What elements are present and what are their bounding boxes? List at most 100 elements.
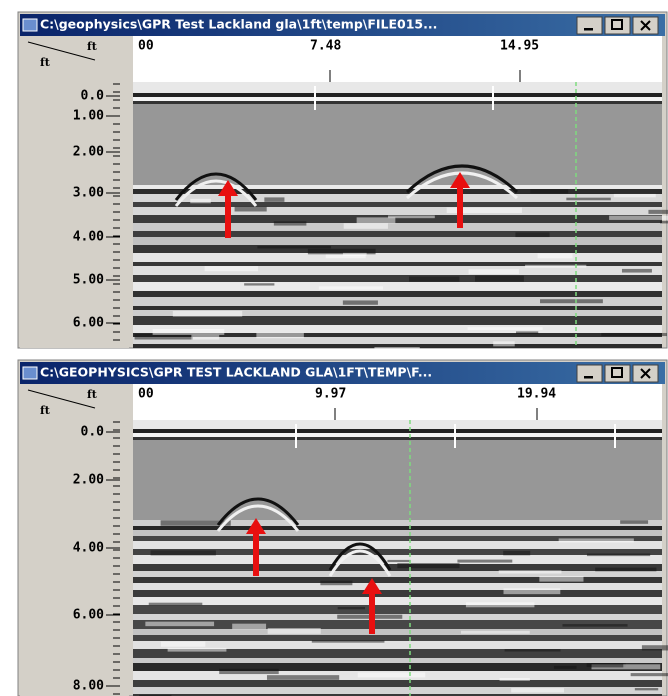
reflector-band bbox=[133, 555, 662, 564]
noise bbox=[631, 673, 668, 676]
noise bbox=[267, 675, 339, 680]
noise bbox=[516, 331, 538, 334]
y-tick-label: 2.00 bbox=[73, 473, 104, 488]
noise bbox=[190, 199, 211, 203]
reflector-band bbox=[133, 291, 662, 297]
noise bbox=[388, 216, 435, 219]
radargram bbox=[133, 420, 668, 696]
noise bbox=[587, 553, 650, 556]
noise bbox=[540, 299, 603, 303]
reflector-band bbox=[133, 237, 662, 245]
noise bbox=[343, 300, 378, 304]
y-tick-label: 4.00 bbox=[73, 230, 104, 245]
reflector-band bbox=[133, 663, 662, 671]
noise bbox=[244, 283, 274, 285]
noise bbox=[493, 341, 515, 346]
noise bbox=[457, 560, 512, 563]
top-ruler bbox=[133, 384, 662, 420]
noise bbox=[205, 266, 258, 271]
x-tick-label: 9.97 bbox=[315, 387, 346, 402]
reflector-band bbox=[133, 605, 662, 614]
noise bbox=[257, 246, 331, 248]
reflector-band bbox=[133, 635, 662, 641]
direct-wave-dark bbox=[133, 429, 662, 433]
app-icon bbox=[23, 19, 37, 31]
noise bbox=[374, 347, 419, 352]
reflector-band bbox=[133, 590, 662, 597]
noise bbox=[601, 333, 667, 336]
reflector-band bbox=[133, 185, 662, 189]
noise bbox=[145, 622, 214, 627]
noise bbox=[554, 666, 577, 669]
noise bbox=[344, 223, 388, 229]
y-tick-label: 0.0 bbox=[81, 425, 105, 440]
x-tick-label: 7.48 bbox=[310, 39, 341, 54]
noise bbox=[219, 669, 279, 674]
noise bbox=[559, 538, 634, 542]
noise bbox=[622, 269, 652, 273]
window-title: C:\geophysics\GPR Test Lackland gla\1ft\… bbox=[40, 17, 437, 32]
noise bbox=[264, 197, 284, 201]
noise bbox=[635, 688, 658, 690]
reflector-band bbox=[133, 223, 662, 231]
min-button[interactable] bbox=[577, 17, 602, 34]
noise bbox=[505, 649, 561, 651]
reflector-band bbox=[133, 641, 662, 649]
noise bbox=[153, 329, 225, 335]
y-tick-label: 6.00 bbox=[73, 316, 104, 331]
noise bbox=[191, 335, 219, 340]
reflector-band bbox=[133, 687, 662, 694]
noise bbox=[511, 688, 564, 692]
noise bbox=[320, 581, 352, 586]
noise bbox=[499, 570, 562, 573]
reflector-band bbox=[133, 583, 662, 590]
reflector-band bbox=[133, 629, 662, 635]
reflector-band bbox=[133, 680, 662, 687]
noise bbox=[466, 602, 534, 607]
noise bbox=[173, 311, 242, 317]
reflector-band bbox=[133, 530, 662, 536]
x-tick-label: 00 bbox=[138, 387, 154, 402]
min-glyph bbox=[584, 28, 593, 31]
screenshot: C:\geophysics\GPR Test Lackland gla\1ft\… bbox=[0, 0, 668, 696]
reflector-band bbox=[133, 658, 662, 663]
reflector-band bbox=[133, 275, 662, 282]
direct-wave-light bbox=[133, 97, 662, 101]
y-tick-label: 8.00 bbox=[73, 679, 104, 694]
noise bbox=[562, 624, 627, 627]
min-button[interactable] bbox=[577, 365, 602, 382]
min-glyph bbox=[584, 376, 593, 379]
x-tick-label: 19.94 bbox=[517, 387, 556, 402]
corner-unit-left: ft bbox=[40, 404, 51, 417]
noise bbox=[539, 576, 583, 582]
noise bbox=[168, 648, 227, 652]
shallow-zone bbox=[133, 440, 662, 520]
noise bbox=[469, 269, 519, 274]
y-tick-label: 2.00 bbox=[73, 145, 104, 160]
x-tick-label: 00 bbox=[138, 39, 154, 54]
y-tick-label: 6.00 bbox=[73, 608, 104, 623]
noise bbox=[343, 253, 367, 256]
direct-wave-light bbox=[133, 433, 662, 437]
noise bbox=[503, 551, 530, 556]
direct-wave-dark bbox=[133, 437, 662, 440]
noise bbox=[461, 631, 530, 634]
noise bbox=[397, 563, 459, 568]
noise bbox=[504, 588, 561, 594]
noise bbox=[642, 645, 668, 650]
direct-wave-dark bbox=[133, 93, 662, 97]
reflector-band bbox=[133, 245, 662, 253]
corner-unit-top: ft bbox=[87, 388, 98, 401]
corner-unit-left: ft bbox=[40, 56, 51, 69]
reflector-band bbox=[133, 306, 662, 310]
x-tick-label: 14.95 bbox=[500, 39, 539, 54]
noise bbox=[232, 624, 266, 630]
noise bbox=[530, 189, 568, 193]
y-tick-label: 5.00 bbox=[73, 273, 104, 288]
reflector-band bbox=[133, 231, 662, 237]
reflector-band bbox=[133, 316, 662, 325]
noise bbox=[566, 198, 610, 201]
noise bbox=[312, 640, 385, 642]
noise bbox=[319, 286, 383, 289]
noise bbox=[468, 327, 543, 330]
